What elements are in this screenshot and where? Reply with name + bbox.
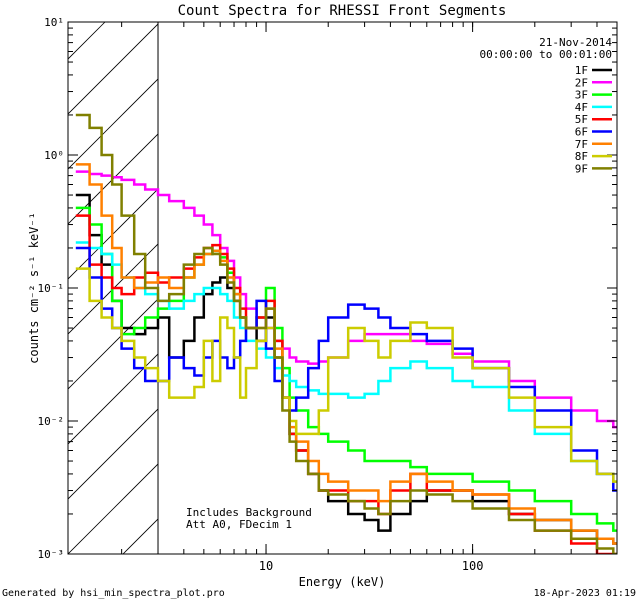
hatch-line — [178, 22, 640, 554]
date-label: 21-Nov-2014 — [539, 36, 612, 49]
hatch-line — [68, 408, 159, 500]
footer-generated-by: Generated by hsi_min_spectra_plot.pro — [2, 588, 225, 599]
series-line-7f — [75, 163, 617, 545]
chart-title: Count Spectra for RHESSI Front Segments — [178, 3, 507, 19]
legend-label-6f: 6F — [575, 126, 588, 139]
axis-ticks: 10⁻³ 10⁻² 10⁻¹ 10⁰ 10¹ 10 100 — [38, 16, 618, 573]
hatch-line — [618, 22, 640, 554]
footer-generated-at: 18-Apr-2023 01:19 — [534, 588, 636, 599]
y-tick-label: 10⁻² — [38, 415, 65, 428]
annotation-background: Includes Background — [186, 506, 312, 519]
series-line-3f — [75, 206, 617, 532]
x-tick-label: 100 — [462, 559, 484, 573]
time-range-label: 00:00:00 to 00:01:00 — [480, 48, 612, 61]
legend-label-8f: 8F — [575, 150, 588, 163]
legend-label-5f: 5F — [575, 113, 588, 126]
hatch-line — [68, 23, 159, 115]
hatch-line — [343, 22, 640, 554]
legend-label-2f: 2F — [575, 76, 588, 89]
y-tick-label: 10¹ — [44, 16, 64, 29]
y-axis-label: counts cm⁻² s⁻¹ keV⁻¹ — [27, 212, 41, 364]
legend-label-3f: 3F — [575, 89, 588, 102]
legend-label-1f: 1F — [575, 64, 588, 77]
legend-label-4f: 4F — [575, 101, 588, 114]
series-line-9f — [75, 113, 617, 554]
y-tick-label: 10⁻³ — [38, 548, 65, 561]
hatch-line — [68, 78, 159, 170]
legend-label-9f: 9F — [575, 162, 588, 175]
legend-label-7f: 7F — [575, 138, 588, 151]
y-tick-label: 10⁻¹ — [38, 282, 65, 295]
x-tick-label: 10 — [259, 559, 273, 573]
x-axis-label: Energy (keV) — [299, 575, 386, 589]
hatch-line — [68, 463, 159, 554]
hatch-line — [122, 518, 159, 554]
y-tick-label: 10⁰ — [44, 149, 64, 162]
annotation-attenuator: Att A0, FDecim 1 — [186, 518, 292, 531]
spectra-series — [75, 113, 617, 554]
